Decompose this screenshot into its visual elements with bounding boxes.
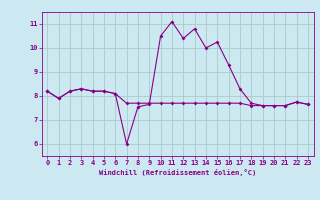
X-axis label: Windchill (Refroidissement éolien,°C): Windchill (Refroidissement éolien,°C) (99, 169, 256, 176)
